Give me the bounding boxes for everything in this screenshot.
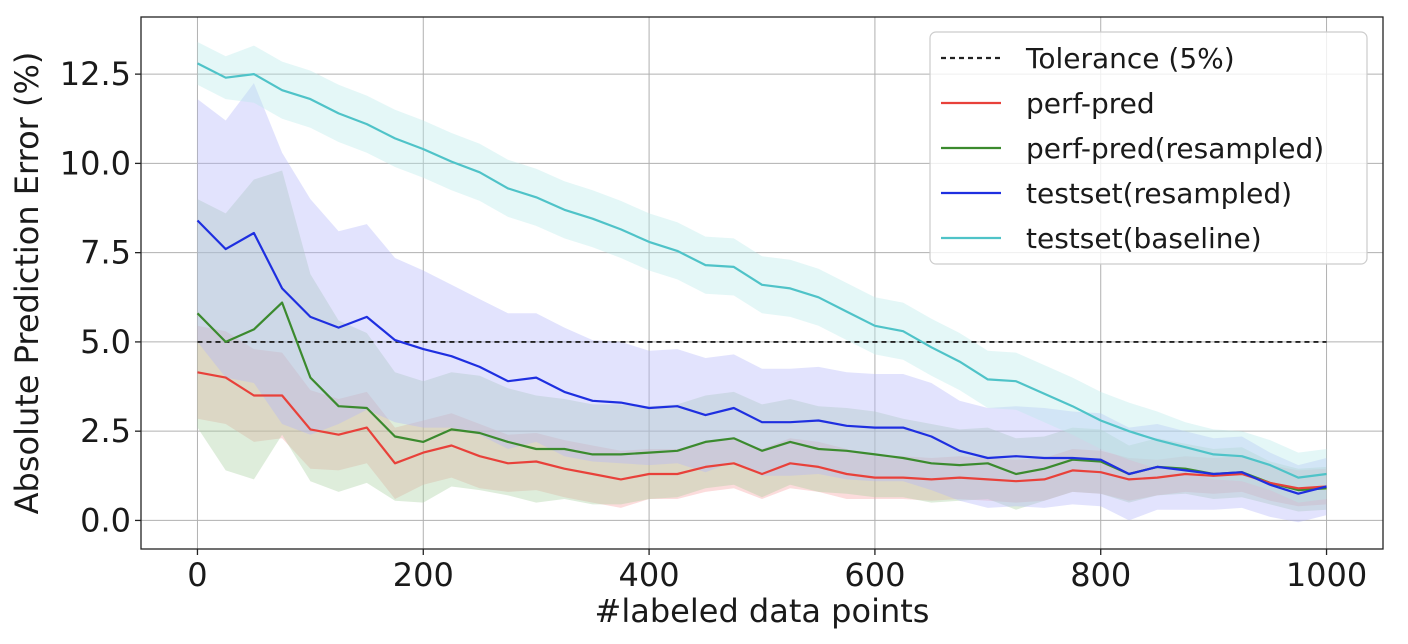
confidence-bands (197, 42, 1327, 523)
x-axis-label: #labeled data points (595, 592, 930, 630)
y-tick-label: 12.5 (60, 55, 131, 93)
y-axis-ticks: 0.0 2.5 5.0 7.5 10.0 12.5 (60, 55, 141, 539)
series-line-testset-resampled (196, 219, 1327, 495)
y-tick-label: 5.0 (80, 323, 131, 361)
x-tick-label: 1000 (1286, 556, 1367, 594)
x-tick-label: 0 (187, 556, 207, 594)
y-tick-label: 0.0 (80, 501, 131, 539)
legend-box (929, 31, 1368, 265)
x-tick-label: 800 (1070, 556, 1131, 594)
y-tick-label: 7.5 (80, 234, 131, 272)
legend-label: testset(baseline) (1026, 222, 1262, 255)
series-line-perf-pred (197, 371, 1327, 490)
band-testset-resampled (197, 83, 1327, 523)
legend-label: perf-pred (1026, 87, 1155, 120)
band-perf-pred-resampled (197, 170, 1327, 512)
band-perf-pred (197, 325, 1327, 508)
legend-label: Tolerance (5%) (1025, 42, 1235, 75)
legend: Tolerance (5%) perf-pred perf-pred(resampl… (929, 31, 1368, 265)
y-tick-label: 10.0 (60, 144, 131, 182)
legend-label: testset(resampled) (1026, 177, 1292, 210)
series-lines (196, 62, 1327, 495)
legend-label: perf-pred(resampled) (1026, 132, 1324, 165)
x-tick-label: 400 (619, 556, 680, 594)
x-tick-label: 600 (844, 556, 905, 594)
plot-frame (140, 16, 1384, 550)
y-tick-label: 2.5 (80, 412, 131, 450)
x-tick-label: 200 (393, 556, 454, 594)
band-testset-baseline (197, 42, 1327, 503)
x-axis-ticks: 0 200 400 600 800 1000 (187, 549, 1367, 594)
series-line-testset-baseline (197, 62, 1327, 479)
y-axis-label: Absolute Prediction Error (%) (8, 52, 46, 515)
